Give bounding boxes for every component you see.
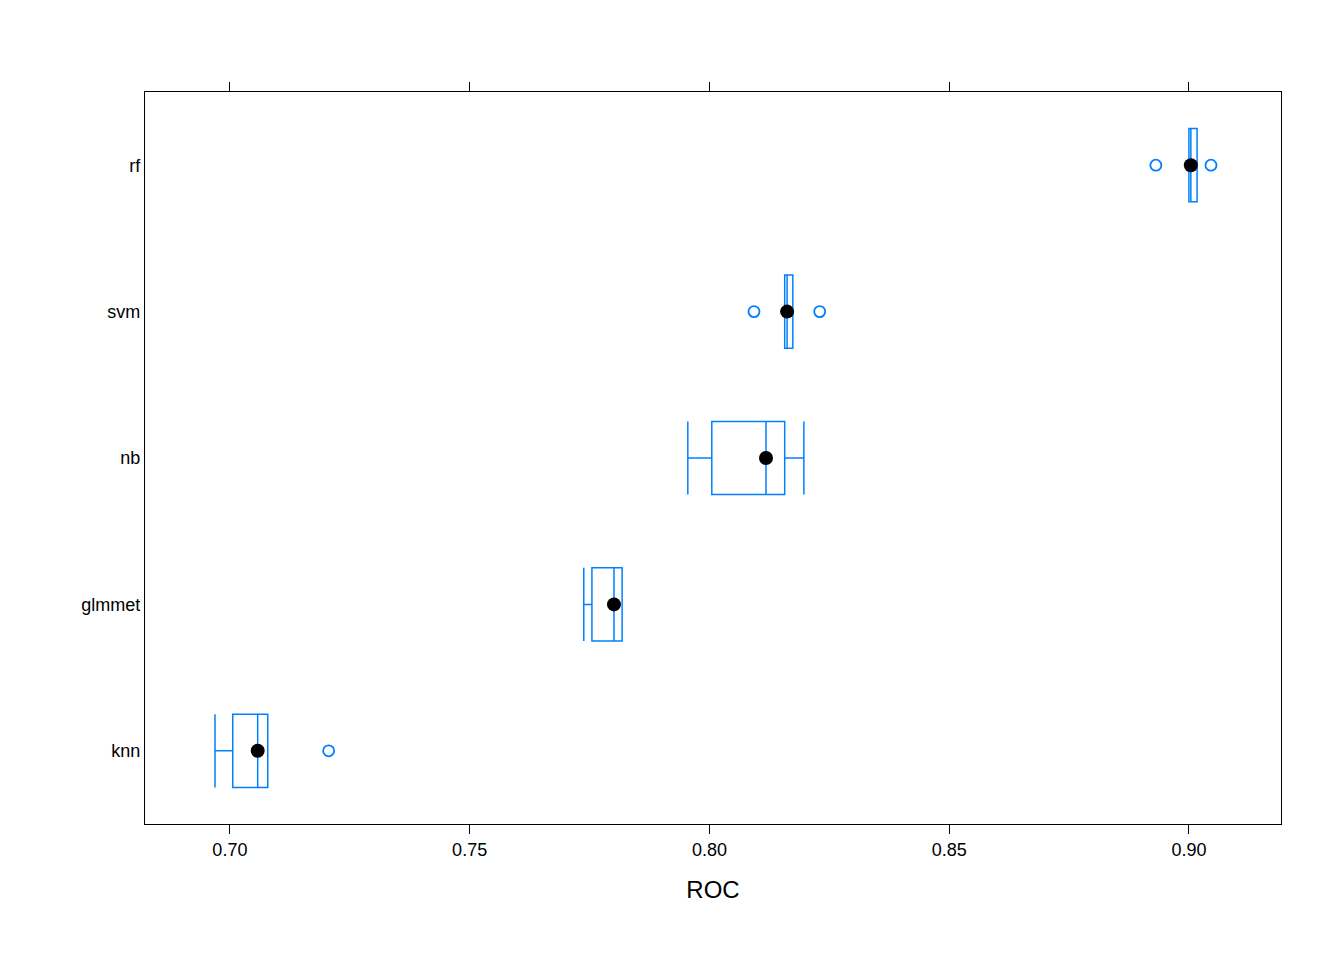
svg-text:glmmet: glmmet	[81, 595, 140, 615]
svg-text:0.90: 0.90	[1171, 840, 1206, 860]
svg-text:0.80: 0.80	[692, 840, 727, 860]
svg-text:ROC: ROC	[686, 876, 739, 903]
svg-text:nb: nb	[120, 448, 140, 468]
svg-text:svm: svm	[107, 302, 140, 322]
svg-text:0.75: 0.75	[452, 840, 487, 860]
svg-text:knn: knn	[111, 741, 140, 761]
svg-text:rf: rf	[129, 156, 141, 176]
svg-text:0.85: 0.85	[932, 840, 967, 860]
svg-text:0.70: 0.70	[212, 840, 247, 860]
